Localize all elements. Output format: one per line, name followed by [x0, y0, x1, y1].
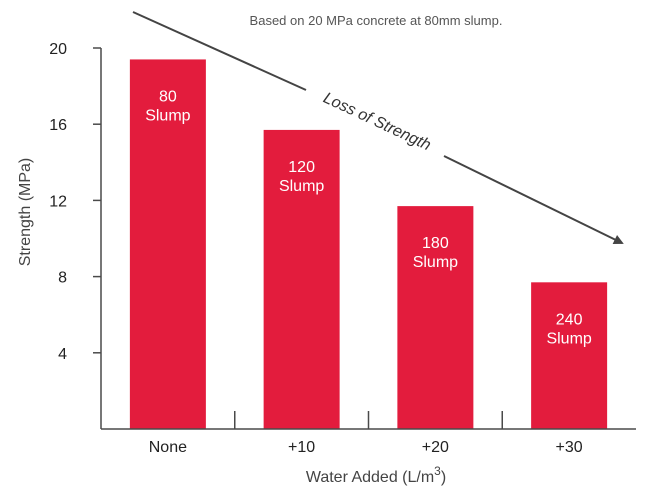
bar-1: [263, 129, 340, 430]
bar-data-label-line: Slump: [279, 178, 324, 195]
bar-data-label-line: Slump: [413, 254, 458, 271]
bar-data-label-line: 240: [556, 311, 583, 328]
bar-data-label-line: 80: [159, 88, 177, 105]
chart-subtitle: Based on 20 MPa concrete at 80mm slump.: [250, 13, 503, 28]
y-axis-title: Strength (MPa): [17, 158, 34, 266]
bars-layer: [129, 59, 608, 430]
x-tick-label-3: +30: [556, 439, 583, 456]
x-axis-title-superscript: 3: [434, 464, 441, 478]
bar-data-label-0: 80 Slump: [145, 88, 190, 124]
x-axis-title: Water Added (L/m3): [306, 464, 446, 486]
bar-data-label-1: 120 Slump: [279, 159, 324, 195]
bar-data-label-3: 240 Slump: [546, 311, 591, 347]
x-tick-label-2: +20: [422, 439, 449, 456]
bar-2: [397, 206, 474, 429]
y-tick-label: 16: [49, 117, 67, 134]
bar-labels-layer: 80 Slump 120 Slump 180 Slump 240 Slump: [145, 88, 592, 347]
bar-data-label-line: 120: [288, 159, 315, 176]
x-axis-title-suffix: ): [441, 469, 446, 486]
y-tick-label: 12: [49, 193, 67, 210]
bar-0: [129, 59, 206, 430]
bar-data-label-line: Slump: [145, 107, 190, 124]
x-tick-label-1: +10: [288, 439, 315, 456]
loss-of-strength-arrow-upper: [132, 11, 307, 91]
bar-data-label-2: 180 Slump: [413, 235, 458, 271]
y-tick-label: 20: [49, 41, 67, 58]
y-tick-label: 8: [58, 270, 67, 287]
bar-3: [531, 282, 608, 429]
bar-data-label-line: 180: [422, 235, 449, 252]
x-tick-label-0: None: [149, 439, 187, 456]
bar-data-label-line: Slump: [546, 330, 591, 347]
y-ticks-layer: 4 8 12 16 20: [49, 41, 101, 363]
loss-of-strength-arrow-lower: [443, 155, 624, 244]
x-axis-title-main: Water Added (L/m: [306, 469, 434, 486]
y-tick-label: 4: [58, 346, 67, 363]
x-ticks-layer: None +10 +20 +30: [149, 411, 583, 456]
